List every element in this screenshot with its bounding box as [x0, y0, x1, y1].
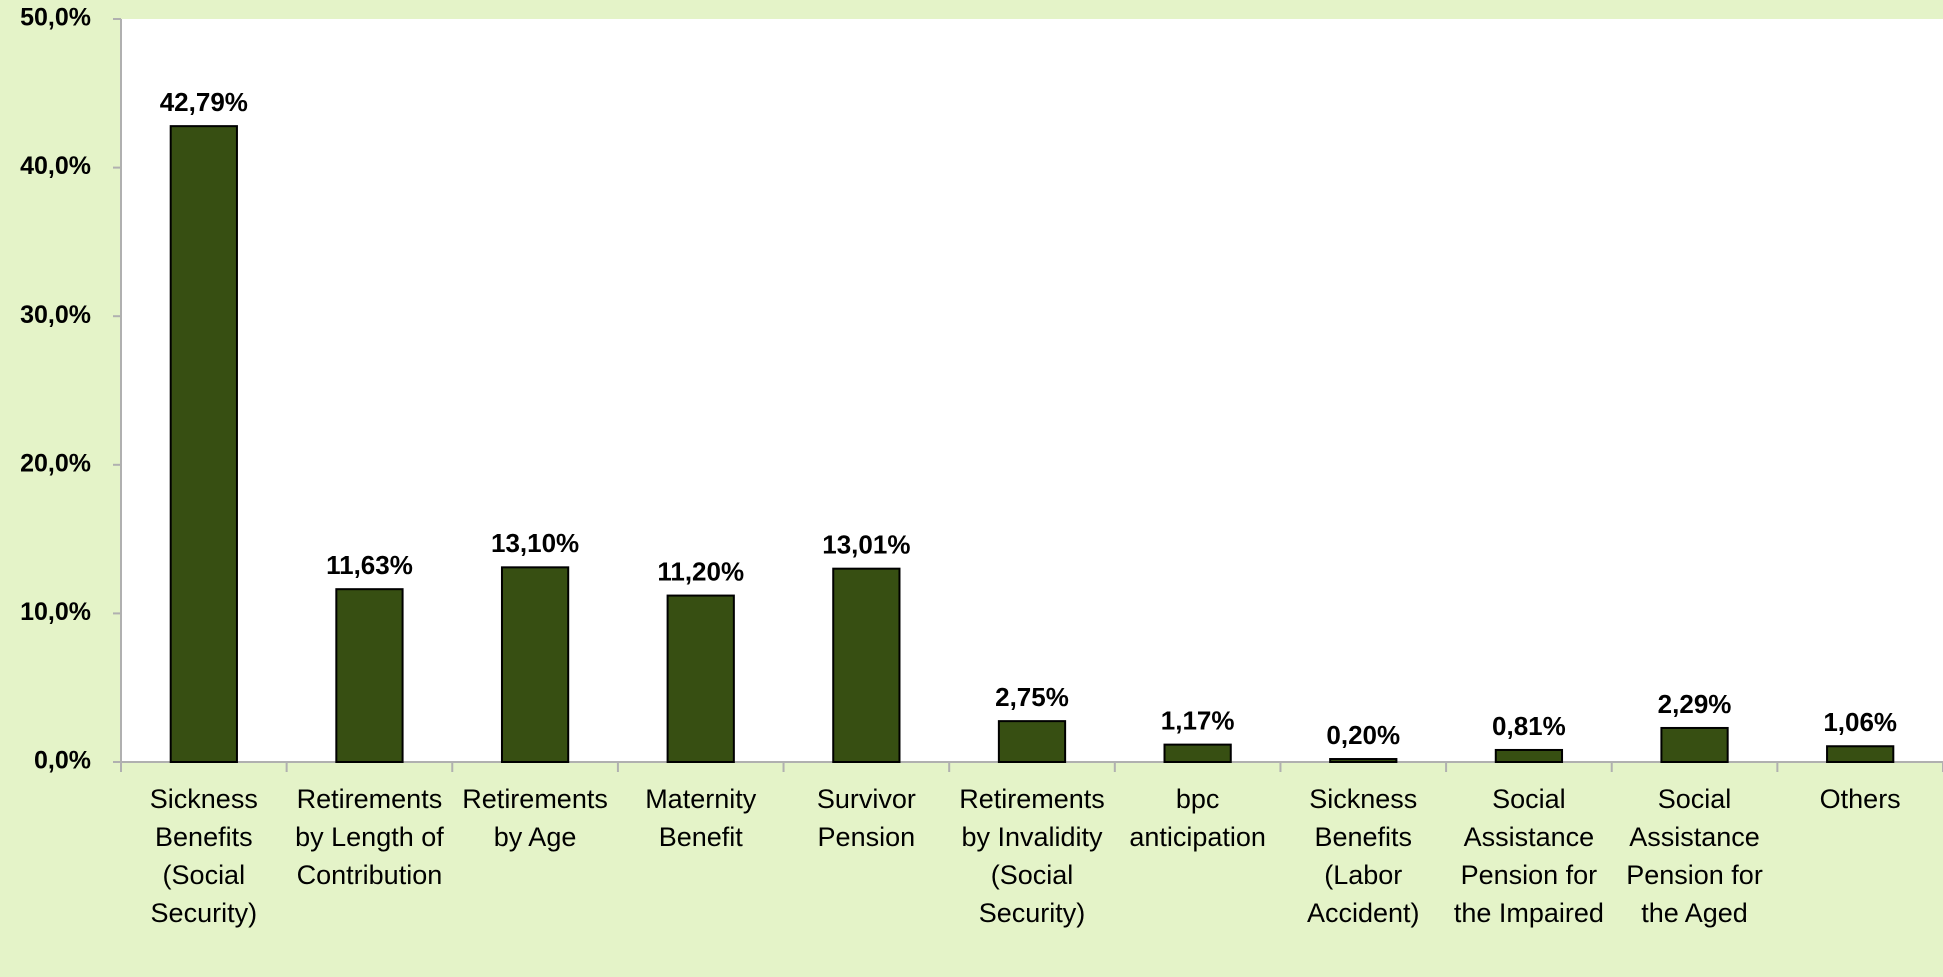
bar — [1494, 748, 1564, 763]
y-tick-label: 30,0% — [20, 301, 91, 329]
y-tick-label: 20,0% — [20, 449, 91, 477]
y-tick-label: 40,0% — [20, 152, 91, 180]
value-label: 11,20% — [657, 556, 744, 586]
value-label: 2,29% — [1658, 689, 1732, 719]
value-label: 42,79% — [160, 87, 248, 117]
value-label: 1,06% — [1823, 707, 1897, 737]
value-label: 13,10% — [491, 528, 579, 558]
bar — [832, 567, 901, 763]
x-tick-label: bpc anticipation — [1129, 784, 1266, 852]
x-tick-label: Sickness Benefits (Social Security) — [149, 784, 258, 928]
x-tick-label: Retirements by Length of Contribution — [295, 784, 444, 890]
y-tick-label: 50,0% — [20, 4, 91, 32]
value-label: 0,81% — [1492, 711, 1566, 741]
value-label: 13,01% — [822, 530, 910, 560]
x-tick-label: Survivor Pension — [816, 784, 916, 852]
value-label: 11,63% — [326, 550, 413, 580]
bar — [1660, 726, 1729, 763]
bar — [997, 720, 1067, 764]
x-tick-label: Retirements by Age — [462, 784, 608, 852]
x-tick-label: Maternity Benefit — [645, 784, 757, 852]
value-label: 2,75% — [995, 682, 1069, 712]
value-label: 0,20% — [1326, 720, 1400, 750]
bar — [666, 594, 735, 763]
x-tick-label: Others — [1819, 784, 1901, 814]
bar — [500, 566, 570, 763]
bar — [1163, 743, 1232, 763]
x-tick-label: Sickness Benefits (Labor Accident) — [1306, 784, 1420, 928]
bar — [335, 588, 404, 764]
value-label: 1,17% — [1161, 705, 1235, 735]
x-tick-label: Social Assistance Pension for the Impair… — [1453, 784, 1604, 928]
bar — [1329, 758, 1398, 764]
bar — [169, 125, 238, 763]
x-tick-label: Social Assistance Pension for the Aged — [1626, 784, 1763, 928]
y-tick-label: 10,0% — [20, 598, 91, 626]
plot-area — [121, 19, 1943, 762]
y-tick-label: 0,0% — [34, 747, 91, 775]
x-tick-label: Retirements by Invalidity (Social Securi… — [959, 784, 1105, 928]
bar — [1826, 745, 1895, 764]
